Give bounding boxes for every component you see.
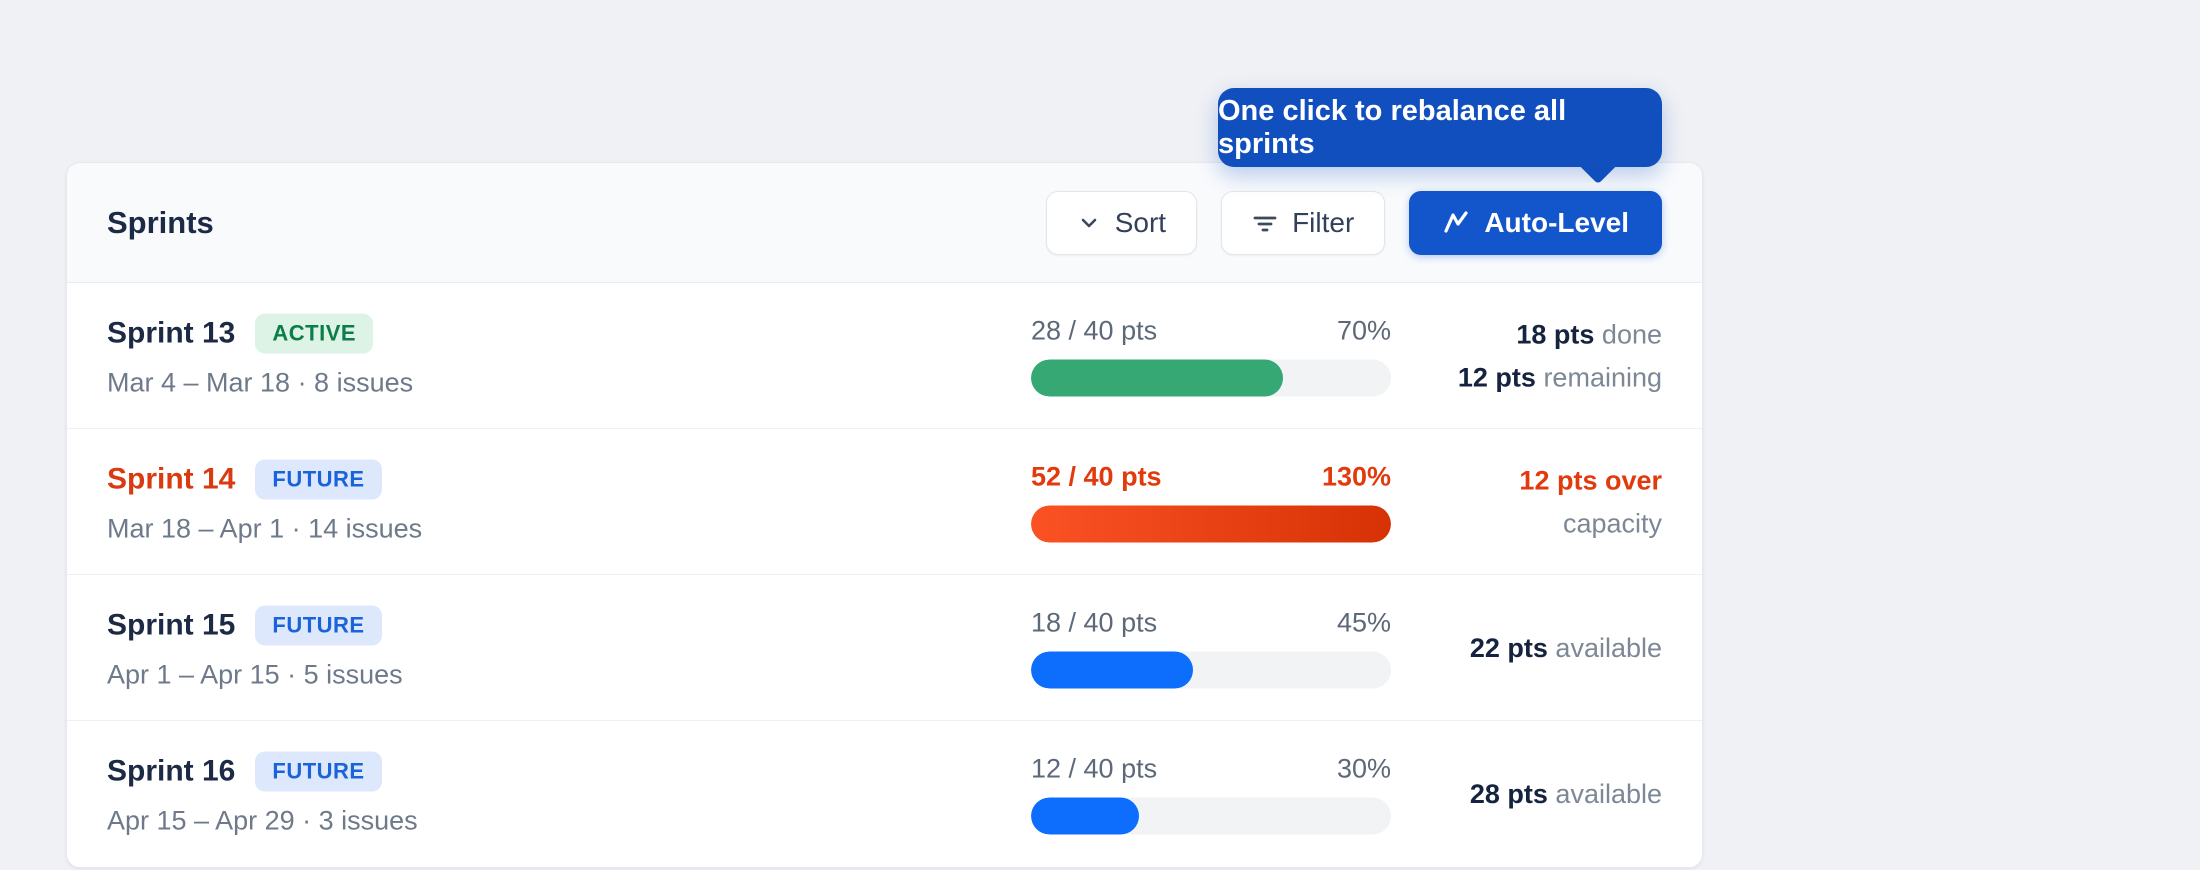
sprint-info: Sprint 15 FUTURE Apr 1 – Apr 15 · 5 issu… [107,605,403,690]
points-label: 28 / 40 pts [1031,315,1158,345]
capacity-value: 18 pts [1516,319,1595,349]
capacity-value-2: 12 pts [1457,362,1536,392]
status-badge: FUTURE [255,605,382,645]
rebalance-tooltip: One click to rebalance all sprints [1218,88,1662,185]
sprint-name: Sprint 16 [107,754,236,788]
sprint-dates: Mar 4 – Mar 18 · 8 issues [107,367,414,397]
sort-button[interactable]: Sort [1045,190,1198,255]
percent-label: 30% [1336,753,1391,784]
capacity-suffix-2: remaining [1535,362,1662,392]
percent-label: 130% [1321,461,1391,491]
progress-bar-track [1031,651,1391,688]
sprint-row-16[interactable]: Sprint 16 FUTURE Apr 15 – Apr 29 · 3 iss… [67,721,1702,867]
panel-header: Sprints Sort Filter Auto-Level [67,163,1702,283]
sort-button-label: Sort [1114,206,1167,238]
capacity-value: 22 pts [1469,632,1548,663]
sprint-name: Sprint 15 [107,608,236,641]
header-actions: Sort Filter Auto-Level [1045,190,1662,255]
progress-bar-fill [1031,359,1283,396]
sprint-info: Sprint 16 FUTURE Apr 15 – Apr 29 · 3 iss… [107,751,418,837]
sprint-info: Sprint 13 ACTIVE Mar 4 – Mar 18 · 8 issu… [107,313,413,398]
sprint-name: Sprint 14 [107,462,236,495]
auto-level-button-label: Auto-Level [1484,206,1629,238]
sprint-row-13[interactable]: Sprint 13 ACTIVE Mar 4 – Mar 18 · 8 issu… [67,283,1702,429]
capacity-value: 12 pts over [1519,465,1662,495]
sprint-row-14[interactable]: Sprint 14 FUTURE Mar 18 – Apr 1 · 14 iss… [67,429,1702,575]
percent-label: 70% [1336,315,1391,345]
capacity-value: 28 pts [1469,779,1548,809]
sprint-dates: Mar 18 – Apr 1 · 14 issues [107,513,423,543]
sprint-dates: Apr 1 – Apr 15 · 5 issues [107,659,403,689]
sprint-capacity-summary: 28 pts available [1470,777,1662,811]
sprint-name: Sprint 13 [107,316,236,349]
sprint-capacity-summary: 18 pts done 12 pts remaining [1458,317,1662,394]
progress-bar-track [1031,797,1391,835]
capacity-suffix: done [1594,319,1662,349]
sprint-info: Sprint 14 FUTURE Mar 18 – Apr 1 · 14 iss… [107,459,422,544]
sprint-progress: 18 / 40 pts 45% [1031,607,1391,688]
capacity-suffix: available [1547,632,1662,663]
progress-bar-track [1031,505,1391,542]
percent-label: 45% [1336,607,1391,637]
sprint-progress: 28 / 40 pts 70% [1031,315,1391,396]
sprints-panel: Sprints Sort Filter Auto-Level [66,162,1703,868]
sprint-progress: 12 / 40 pts 30% [1031,754,1391,835]
sprint-dates: Apr 15 – Apr 29 · 3 issues [107,805,418,836]
sprint-progress: 52 / 40 pts 130% [1031,461,1391,542]
capacity-suffix: available [1547,779,1662,809]
progress-bar-track [1031,359,1391,396]
sprint-capacity-summary: 12 pts over capacity [1519,463,1662,540]
page-title: Sprints [107,204,214,240]
activity-zigzag-icon [1442,210,1470,236]
progress-bar-fill [1031,651,1193,688]
points-label: 18 / 40 pts [1031,607,1158,637]
sprint-row-15[interactable]: Sprint 15 FUTURE Apr 1 – Apr 15 · 5 issu… [67,575,1702,721]
capacity-suffix-2: capacity [1562,508,1662,538]
filter-button-label: Filter [1292,206,1355,238]
progress-bar-fill [1031,797,1139,835]
progress-bar-fill [1031,505,1391,542]
tooltip-text: One click to rebalance all sprints [1218,88,1662,167]
status-badge: FUTURE [255,459,382,499]
filter-button[interactable]: Filter [1221,190,1386,255]
status-badge: ACTIVE [255,313,374,353]
auto-level-button[interactable]: Auto-Level [1409,190,1662,255]
sprint-capacity-summary: 22 pts available [1470,631,1662,665]
points-label: 12 / 40 pts [1031,753,1158,784]
filter-icon [1252,211,1278,235]
chevron-down-icon [1077,211,1101,235]
points-label: 52 / 40 pts [1031,461,1162,491]
status-badge: FUTURE [255,751,382,792]
